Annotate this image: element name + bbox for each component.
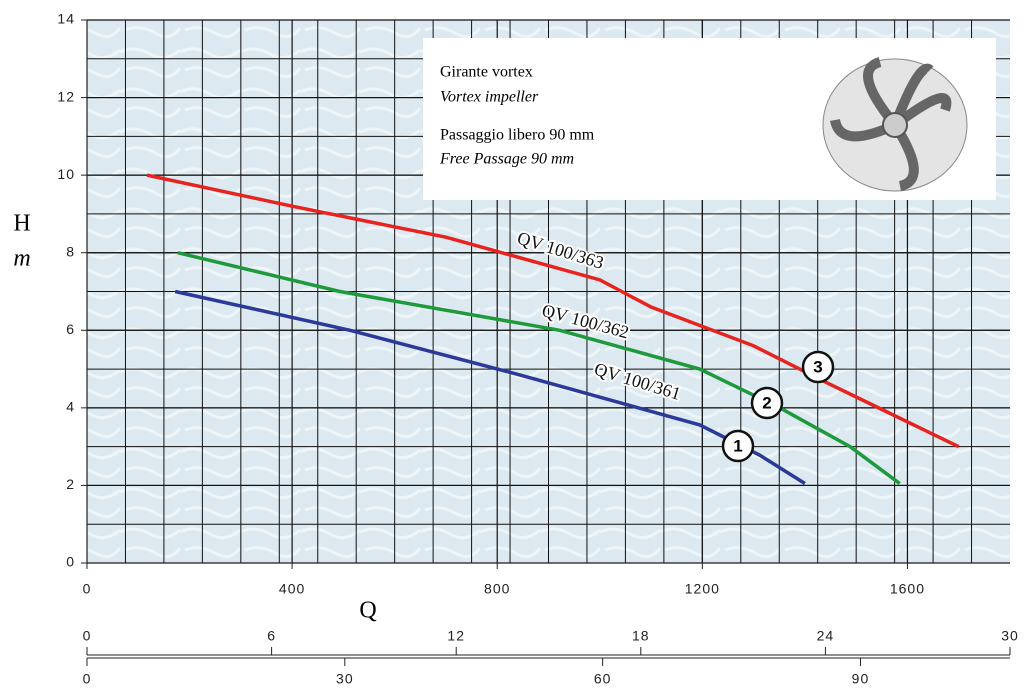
curve-marker	[801, 350, 835, 384]
curve-marker-label: 2	[762, 393, 771, 412]
x-tick-label: 400	[279, 581, 305, 597]
y-tick-label: 10	[57, 166, 75, 182]
secondary-tick-label: 60	[594, 671, 612, 687]
x-tick-label: 1200	[685, 581, 720, 597]
y-tick-label: 0	[66, 554, 75, 570]
curve	[177, 251, 901, 485]
annotation: Vortex impeller	[440, 89, 539, 106]
secondary-tick-label: 0	[83, 628, 92, 644]
y-tick-label: 2	[66, 476, 75, 492]
y-tick-label: 12	[57, 88, 75, 104]
secondary-tick-label: 24	[817, 628, 835, 644]
secondary-tick-label: 30	[336, 671, 354, 687]
x-axis-label: Q	[359, 598, 376, 624]
impeller-icon	[822, 57, 968, 192]
secondary-tick-label: 0	[83, 671, 92, 687]
curve-marker-label: 1	[733, 436, 742, 455]
curve	[174, 289, 806, 485]
curve-marker	[721, 429, 755, 463]
x-tick-label: 0	[83, 581, 92, 597]
secondary-tick-label: 90	[852, 671, 870, 687]
secondary-tick-label: 6	[267, 628, 276, 644]
y-axis-label: H	[13, 211, 30, 237]
secondary-tick-label: 12	[447, 628, 465, 644]
y-tick-label: 14	[57, 11, 75, 27]
y-tick-label: 6	[66, 321, 75, 337]
annotation: Passaggio libero 90 mm	[440, 127, 595, 144]
y-tick-label: 8	[66, 243, 75, 259]
x-tick-label: 1600	[890, 581, 925, 597]
y-tick-label: 4	[66, 399, 75, 415]
secondary-tick-label: 18	[632, 628, 650, 644]
x-tick-label: 800	[484, 581, 510, 597]
secondary-tick-label: 30	[1001, 628, 1019, 644]
y-axis-unit: m	[13, 246, 30, 272]
annotation: Free Passage 90 mm	[439, 151, 574, 168]
curve-marker-label: 3	[813, 357, 822, 376]
annotation: Girante vortex	[440, 64, 533, 81]
curve-marker	[750, 386, 784, 420]
